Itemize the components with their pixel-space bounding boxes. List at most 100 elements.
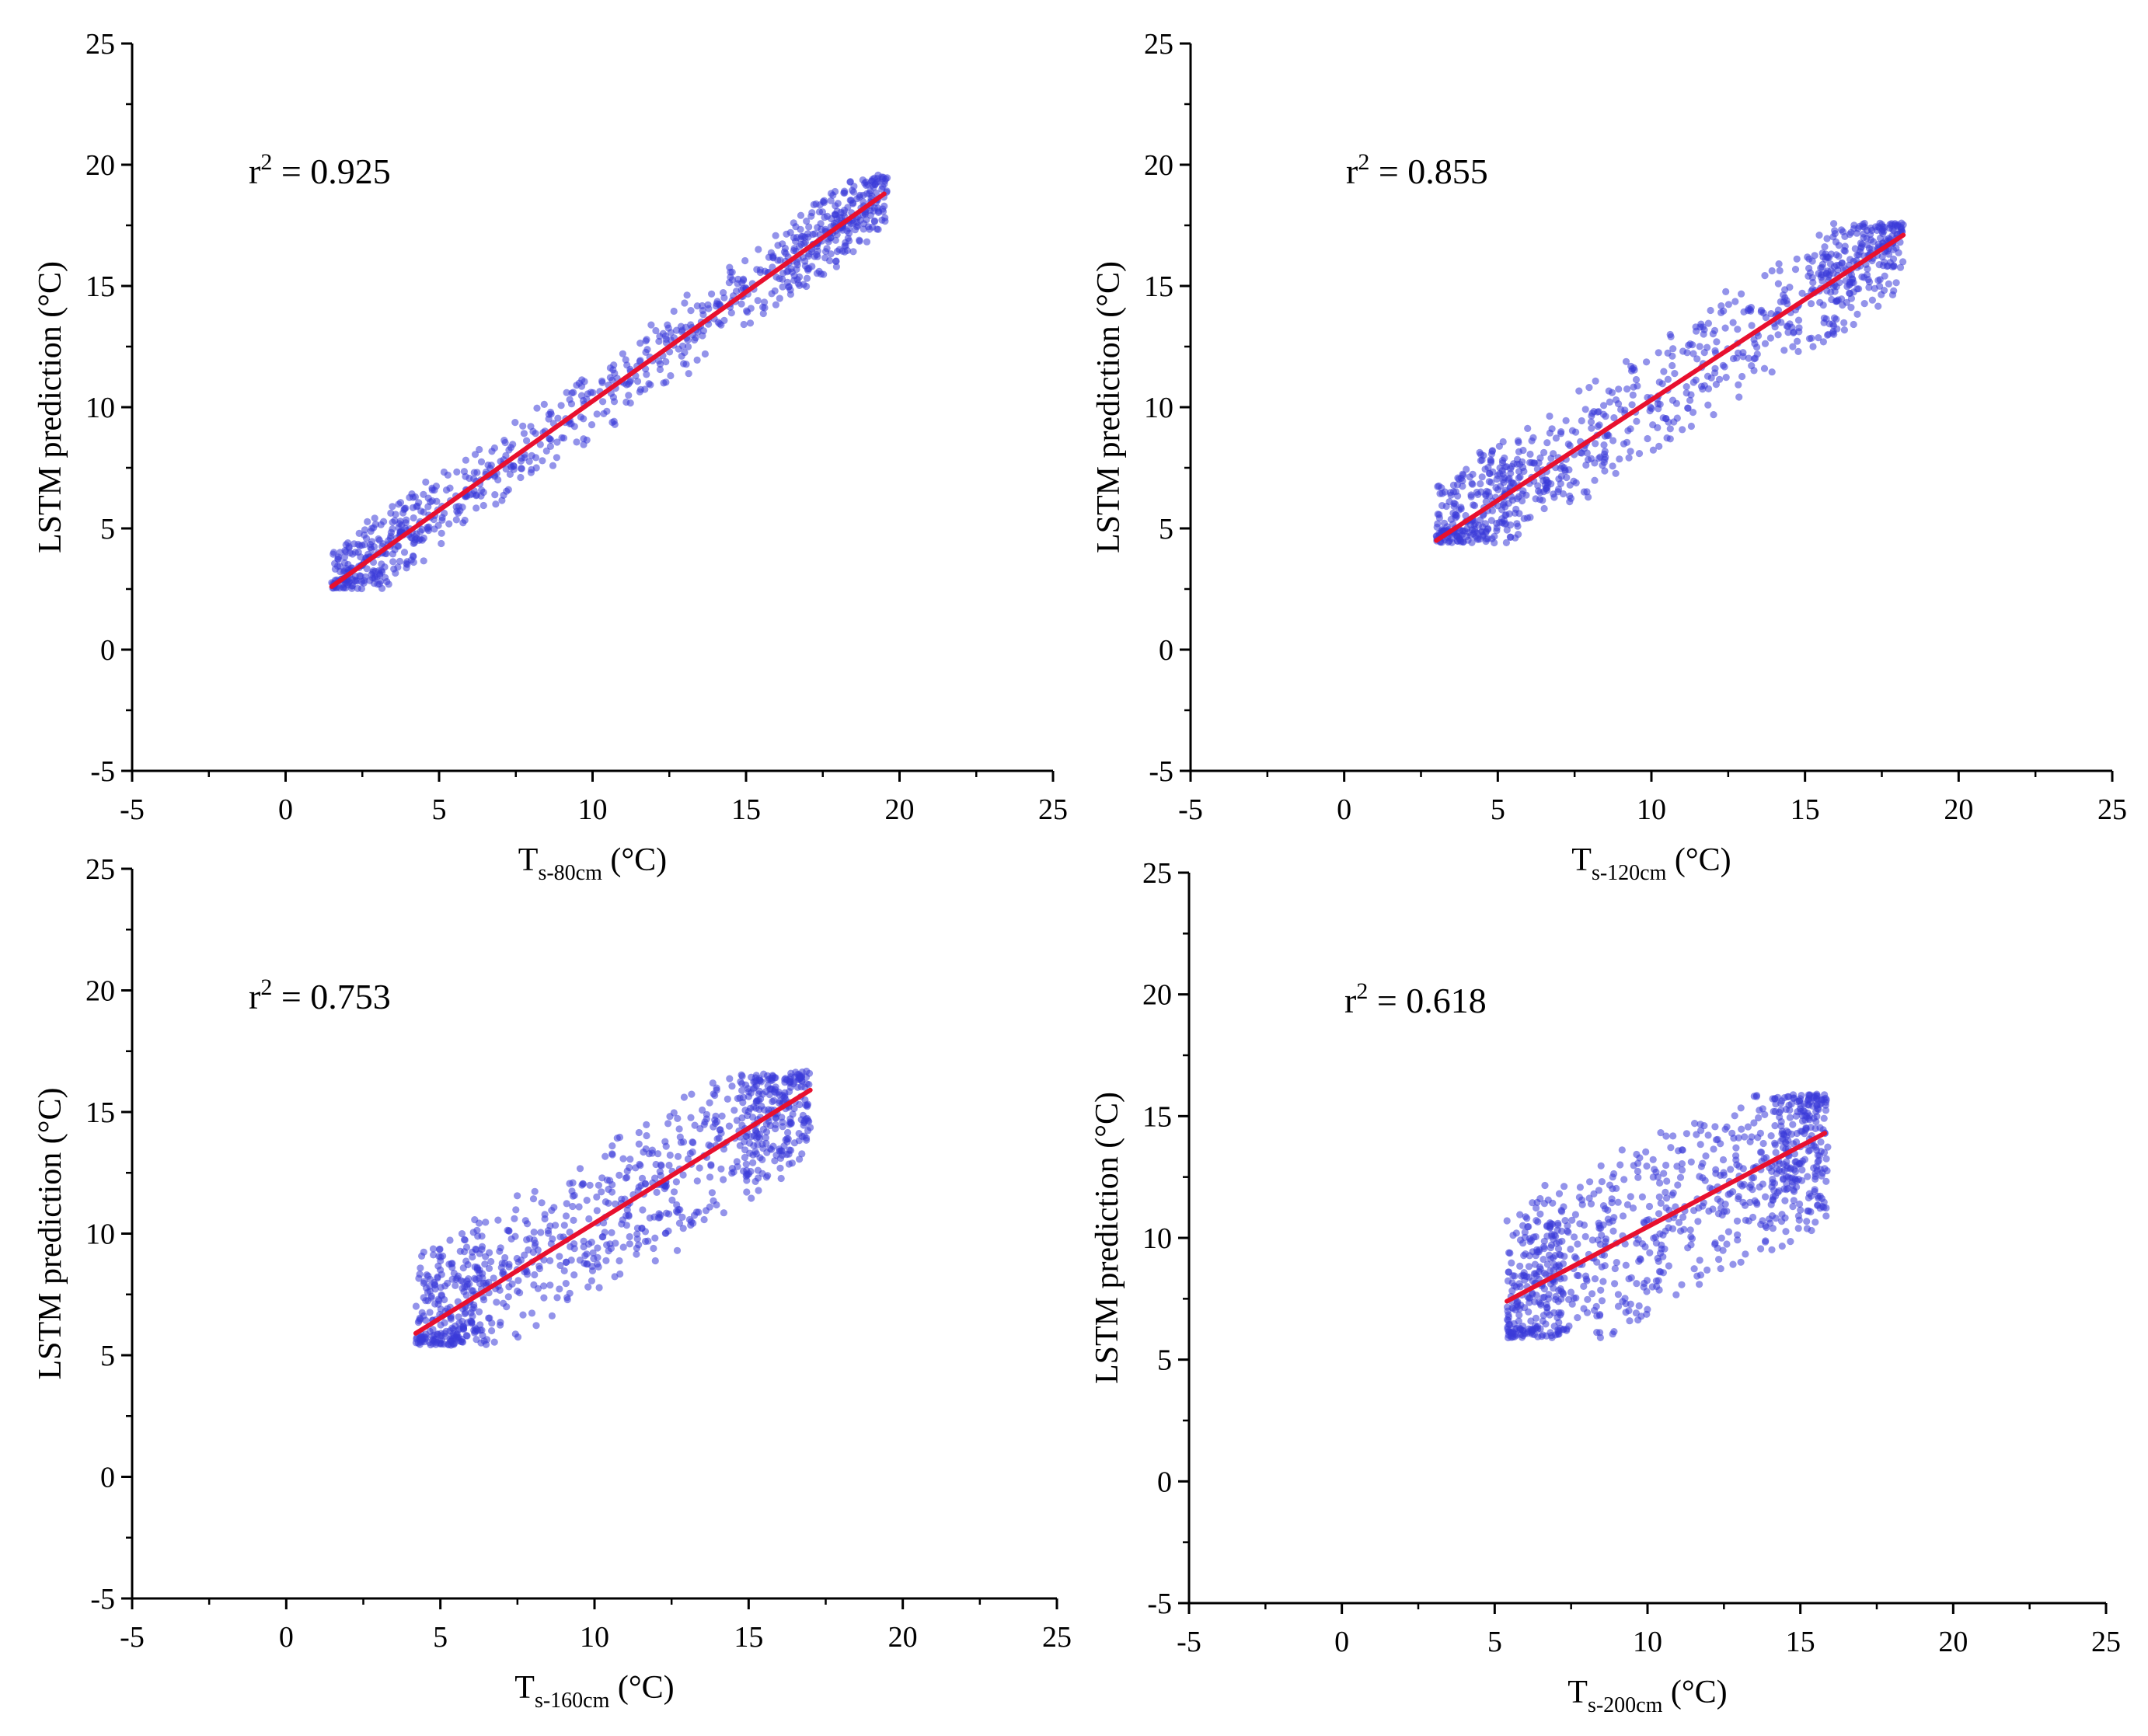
- scatter-point: [1655, 349, 1662, 357]
- scatter-point: [1651, 1166, 1658, 1173]
- scatter-point: [429, 1245, 438, 1253]
- scatter-point: [535, 1262, 543, 1270]
- scatter-point: [838, 214, 846, 221]
- scatter-point: [1585, 456, 1592, 464]
- scatter-point: [1757, 1221, 1765, 1229]
- scatter-point: [1757, 1245, 1765, 1253]
- scatter-point: [818, 225, 825, 233]
- scatter-point: [1655, 1193, 1663, 1201]
- scatter-point: [1543, 439, 1551, 447]
- scatter-point: [683, 291, 691, 299]
- scatter-point: [704, 301, 712, 309]
- scatter-point: [1482, 538, 1490, 546]
- scatter-point: [879, 183, 887, 190]
- scatter-point: [639, 1206, 647, 1214]
- scatter-point: [1784, 1093, 1791, 1100]
- scatter-point: [1521, 1229, 1529, 1236]
- scatter-point: [1843, 298, 1850, 306]
- scatter-point: [1629, 391, 1637, 399]
- scatter-point: [428, 486, 436, 494]
- scatter-point: [1511, 1272, 1519, 1280]
- scatter-point: [670, 307, 678, 315]
- scatter-point: [1635, 450, 1644, 458]
- scatter-point: [1704, 401, 1712, 409]
- scatter-point: [563, 1294, 571, 1302]
- scatter-point: [1557, 430, 1565, 437]
- scatter-point: [410, 552, 417, 560]
- scatter-point: [1486, 469, 1494, 478]
- scatter-point: [696, 1164, 703, 1172]
- scatter-point: [1514, 522, 1522, 530]
- scatter-point: [653, 1188, 661, 1196]
- scatter-point: [517, 457, 525, 465]
- scatter-point: [1662, 1132, 1670, 1140]
- scatter-point: [1816, 1124, 1824, 1131]
- scatter-point: [623, 1167, 631, 1175]
- scatter-point: [1818, 263, 1826, 271]
- scatter-point: [1841, 242, 1849, 250]
- scatter-point: [605, 1199, 612, 1207]
- scatter-point: [593, 410, 601, 418]
- scatter-point: [462, 1257, 470, 1265]
- scatter-point: [514, 1333, 522, 1341]
- scatter-point: [1506, 1321, 1514, 1329]
- scatter-point: [615, 1133, 624, 1142]
- scatter-point: [553, 454, 561, 462]
- scatter-point: [626, 1240, 633, 1248]
- scatter-point: [1638, 1193, 1646, 1201]
- scatter-point: [1789, 1203, 1797, 1211]
- scatter-point: [1567, 1245, 1574, 1253]
- scatter-point: [687, 321, 695, 329]
- scatter-point: [1568, 1216, 1576, 1224]
- scatter-point: [662, 378, 670, 386]
- scatter-point: [1805, 1147, 1812, 1155]
- scatter-point: [765, 1106, 772, 1114]
- scatter-point: [579, 1180, 587, 1188]
- scatter-point: [753, 1096, 761, 1105]
- scatter-point: [1795, 328, 1803, 336]
- scatter-point: [1633, 1150, 1641, 1159]
- scatter-point: [1703, 372, 1712, 380]
- scatter-point: [1829, 233, 1837, 241]
- scatter-point: [1470, 502, 1479, 510]
- scatter-point: [1820, 1204, 1828, 1211]
- scatter-point: [1745, 1217, 1752, 1225]
- scatter-point: [417, 528, 424, 535]
- scatter-point: [585, 1215, 593, 1223]
- scatter-point: [1508, 1259, 1515, 1267]
- scatter-point: [1732, 1152, 1740, 1159]
- scatter-point: [1554, 1219, 1562, 1227]
- scatter-point: [1628, 401, 1636, 409]
- x-tick-label: 10: [580, 1621, 609, 1654]
- scatter-point: [788, 268, 796, 276]
- scatter-point: [832, 211, 839, 218]
- scatter-point: [612, 1239, 619, 1247]
- scatter-point: [1676, 1173, 1685, 1181]
- scatter-point: [1525, 1308, 1533, 1316]
- scatter-point: [610, 417, 618, 425]
- scatter-point: [1666, 435, 1674, 443]
- scatter-point: [742, 1133, 751, 1141]
- scatter-point: [563, 1200, 570, 1208]
- scatter-point: [1687, 1158, 1695, 1166]
- scatter-point: [1601, 455, 1609, 463]
- scatter-point: [684, 1155, 692, 1163]
- scatter-point: [1673, 414, 1681, 422]
- scatter-point: [1871, 284, 1878, 292]
- scatter-point: [1660, 368, 1668, 375]
- scatter-point: [1652, 1239, 1660, 1247]
- scatter-point: [441, 1282, 449, 1290]
- scatter-point: [1610, 414, 1618, 422]
- scatter-point: [342, 541, 350, 549]
- scatter-point: [441, 509, 448, 518]
- scatter-point: [437, 1339, 445, 1347]
- scatter-point: [1573, 1271, 1581, 1279]
- scatter-point: [1709, 330, 1717, 338]
- scatter-point: [1704, 1131, 1712, 1139]
- scatter-point: [1858, 273, 1866, 281]
- scatter-point: [1597, 1162, 1605, 1170]
- scatter-point: [505, 1260, 513, 1268]
- scatter-point: [1587, 418, 1595, 426]
- scatter-point: [1779, 1135, 1787, 1143]
- scatter-point: [1555, 475, 1563, 483]
